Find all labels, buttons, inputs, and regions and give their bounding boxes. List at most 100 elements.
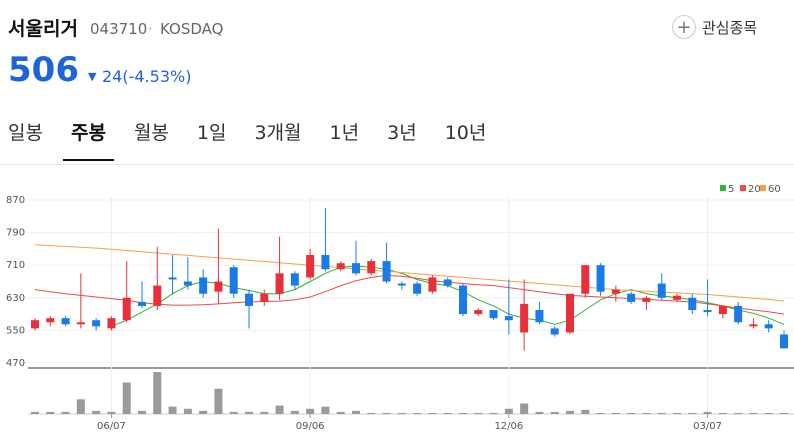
volume-bar [122,382,131,414]
candle-body [183,281,192,286]
candle-body [290,273,299,286]
tab[interactable]: 월봉 [133,122,169,144]
candle-body [199,277,208,294]
volume-bar [718,412,727,414]
volume-bar [382,412,391,414]
candle-body [413,283,422,294]
volume-bar [673,412,681,414]
legend-swatch [720,185,726,191]
volume-bar [229,411,238,414]
y-tick-label: 710 [6,260,25,271]
plus-icon: + [672,15,696,39]
direction: ▼ [88,70,97,83]
candle-body [627,293,636,302]
volume-bar [657,412,666,414]
volume-bar [397,412,406,414]
moving-average [34,244,785,302]
x-tick-label: 09/06 [296,421,325,432]
candle-body [550,328,559,335]
volume-bar [336,411,345,414]
volume-bar [413,412,422,414]
candle-body [504,316,513,321]
volume-bar [245,411,253,414]
volume-bar [61,411,70,414]
candle-body [214,281,223,292]
volume-bar [92,410,101,414]
candle-body [229,267,238,294]
candle-body [718,305,727,315]
candle-body [352,263,360,274]
tab[interactable]: 1년 [329,122,360,144]
volume-bar [352,410,360,414]
tab[interactable]: 3개월 [254,122,302,144]
tab[interactable]: 10년 [444,122,487,144]
candle-body [245,293,253,306]
tab[interactable]: 일봉 [8,122,43,144]
candle-body [657,283,666,298]
candle-body [336,263,345,270]
legend-swatch [740,185,746,191]
candle-body [92,320,101,327]
y-tick-label: 550 [6,325,25,336]
candle-body [306,255,315,278]
y-tick-label: 870 [6,195,25,206]
candle-body [76,322,85,325]
volume-bar [275,405,284,414]
candle-body [703,310,712,313]
moving-average [111,265,785,327]
price: 506 [8,50,79,90]
volume-bar [443,412,452,414]
volume-bar [764,412,773,414]
market: KOSDAQ [160,20,224,38]
volume-bar [31,411,39,414]
volume-bar [290,410,299,414]
candle-body [382,261,391,282]
volume-bar [183,408,192,414]
volume-bar [611,412,620,414]
volume-bar [550,411,559,414]
candle-body [596,265,605,292]
separator: · [148,20,153,38]
favorite-label: 관심종목 [702,18,758,37]
volume-bar [703,411,712,414]
stock-name: 서울리거 [8,18,78,40]
candle-body [428,277,437,292]
volume-bar [138,410,146,414]
volume-bar [214,388,223,414]
volume-bar [688,412,697,414]
legend-swatch [760,185,766,191]
tab[interactable]: 3년 [387,122,417,144]
volume-bar [627,412,636,414]
candle-body [107,318,116,329]
moving-average [34,274,785,315]
y-tick-label: 470 [6,358,25,369]
candle-body [642,297,651,302]
candle-body [46,318,55,323]
candle-body [443,279,452,286]
volume-bar [367,412,376,414]
volume-bar [46,411,55,414]
candle-body [367,261,376,274]
favorite-button[interactable]: + 관심종목 [672,15,757,39]
change: 24(-4.53%) [102,67,192,86]
candle-body [122,297,131,321]
candle-body [61,318,70,325]
candle-body [153,285,162,306]
volume-bar [734,412,743,414]
candle-body [459,285,467,315]
candle-body [611,289,620,294]
candle-body [673,295,681,300]
volume-bar [520,403,529,414]
tab[interactable]: 주봉 [62,118,114,161]
volume-bar [504,408,513,414]
candle-body [275,273,284,294]
candle-body [520,303,529,333]
y-tick-label: 630 [6,293,25,304]
candle-body [138,301,146,306]
legend-label: 20 [748,184,761,195]
tab[interactable]: 1일 [196,122,227,144]
volume-bar [76,399,85,414]
volume-bar [153,372,162,414]
